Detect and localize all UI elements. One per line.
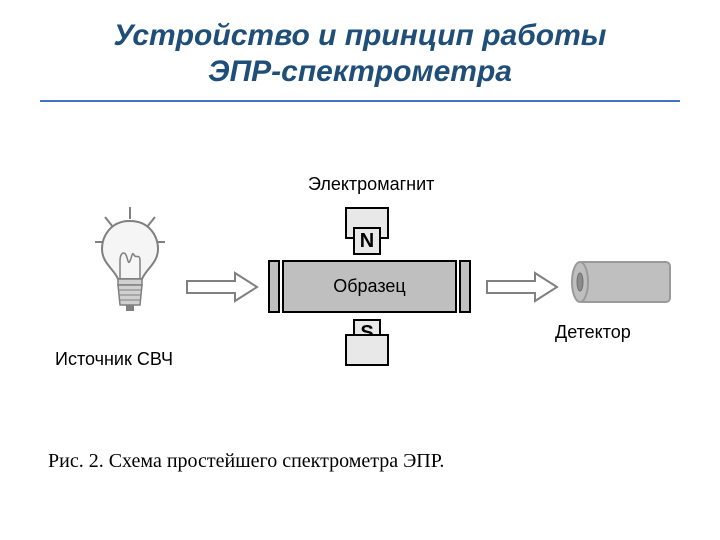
sample-right-panel bbox=[459, 260, 471, 313]
source-label: Источник СВЧ bbox=[55, 349, 173, 370]
sample-label: Образец bbox=[333, 276, 406, 297]
sample-left-panel bbox=[268, 260, 280, 313]
diagram-area: Электромагнит N Образец S bbox=[0, 152, 720, 432]
source-bulb-icon bbox=[90, 207, 170, 322]
title-line-2: ЭПР-спектрометра bbox=[0, 54, 720, 90]
detector-icon bbox=[570, 260, 680, 309]
title-underline bbox=[40, 100, 680, 102]
magnet-s-outer bbox=[345, 334, 389, 366]
arrow-sample-to-detector bbox=[485, 270, 560, 309]
page-title: Устройство и принцип работы ЭПР-спектром… bbox=[0, 0, 720, 90]
figure-caption: Рис. 2. Схема простейшего спектрометра Э… bbox=[48, 450, 444, 473]
magnet-n-text: N bbox=[360, 230, 374, 253]
arrow-source-to-sample bbox=[185, 270, 260, 309]
title-line-1: Устройство и принцип работы bbox=[0, 18, 720, 54]
sample-box: Образец bbox=[282, 260, 457, 313]
detector-label: Детектор bbox=[555, 322, 631, 343]
magnet-n-inner: N bbox=[353, 227, 381, 255]
electromagnet-label: Электромагнит bbox=[308, 174, 434, 195]
